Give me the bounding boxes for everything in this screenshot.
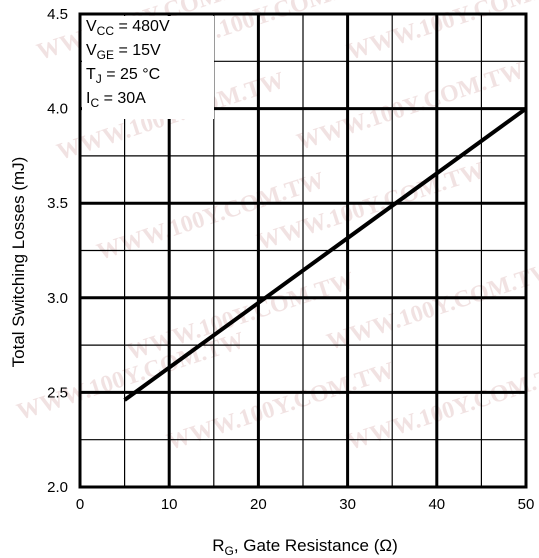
condition-line: IC = 30A [86,90,146,110]
watermark-text: WWW.100Y.COM.TW [324,258,539,356]
condition-line: TJ = 25 °C [86,66,160,86]
x-axis-label-unit: Ω [379,536,392,555]
y-tick-label: 4.0 [47,101,68,118]
test-conditions: VCC = 480V VGE = 15V TJ = 25 °C IC = 30A [82,16,214,119]
x-tick-label: 50 [518,496,535,513]
watermark-text: WWW.100Y.COM.TW [344,0,539,66]
x-axis-label-close: ) [392,536,398,555]
grid-lines [78,12,528,489]
series-line [123,106,528,402]
x-axis-label-main: R [212,536,224,555]
x-axis-label-rest: , Gate Resistance ( [234,536,380,555]
x-tick-label: 30 [339,496,356,513]
x-tick-label: 10 [161,496,178,513]
x-tick-label: 20 [250,496,267,513]
y-tick-label: 2.5 [47,384,68,401]
x-axis-label: RG, Gate Resistance (Ω) [212,536,398,558]
y-tick-label: 3.0 [47,290,68,307]
x-tick-label: 40 [428,496,445,513]
x-tick-label: 0 [76,496,84,513]
y-axis-label: Total Switching Losses (mJ) [9,157,28,368]
condition-line: VGE = 15V [86,42,161,62]
condition-line: VCC = 480V [86,18,170,38]
watermark-text: WWW.100Y.COM.TW [254,158,488,256]
y-tick-label: 4.5 [47,6,68,23]
conditions-background [82,16,214,119]
data-series [123,106,528,402]
y-tick-label: 3.5 [47,195,68,212]
plot-frame [78,12,528,489]
x-axis-label-sub: G [225,544,234,558]
tick-labels: 0 10 20 30 40 50 2.0 2.5 3.0 3.5 4.0 4.5 [47,6,534,513]
watermark-text: WWW.100Y.COM.TW [294,58,528,156]
y-tick-label: 2.0 [47,479,68,496]
